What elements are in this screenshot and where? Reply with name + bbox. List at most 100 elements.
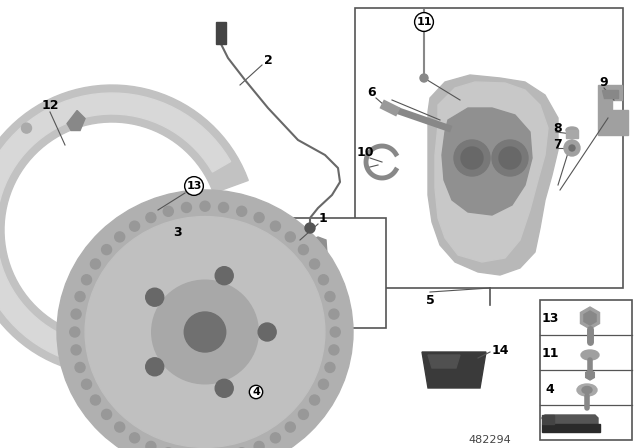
Circle shape: [115, 422, 125, 432]
Text: 11: 11: [541, 346, 559, 359]
Circle shape: [499, 147, 521, 169]
Circle shape: [71, 345, 81, 355]
Circle shape: [75, 292, 85, 302]
Ellipse shape: [581, 350, 599, 360]
Circle shape: [329, 345, 339, 355]
Circle shape: [102, 409, 111, 419]
Circle shape: [305, 223, 315, 233]
Circle shape: [237, 206, 246, 216]
Bar: [542, 424, 600, 432]
Circle shape: [90, 395, 100, 405]
Circle shape: [70, 327, 80, 337]
Circle shape: [310, 395, 319, 405]
Circle shape: [22, 123, 31, 133]
Circle shape: [71, 309, 81, 319]
Circle shape: [330, 327, 340, 337]
Polygon shape: [0, 85, 248, 375]
Circle shape: [461, 147, 483, 169]
Text: 2: 2: [264, 53, 273, 66]
Circle shape: [129, 433, 140, 443]
Circle shape: [271, 221, 280, 231]
Polygon shape: [428, 355, 460, 368]
Circle shape: [454, 140, 490, 176]
Circle shape: [325, 292, 335, 302]
Bar: [540, 300, 632, 440]
Circle shape: [61, 350, 72, 360]
Circle shape: [193, 327, 202, 337]
Text: 482294: 482294: [468, 435, 511, 445]
Text: 8: 8: [554, 121, 563, 134]
Circle shape: [569, 145, 575, 151]
Circle shape: [81, 275, 92, 285]
Circle shape: [163, 206, 173, 216]
Circle shape: [564, 140, 580, 156]
Circle shape: [115, 232, 125, 242]
Ellipse shape: [152, 280, 259, 384]
Polygon shape: [270, 232, 305, 305]
Bar: [355, 8, 623, 288]
Polygon shape: [295, 237, 328, 306]
Circle shape: [298, 409, 308, 419]
Text: 3: 3: [173, 225, 182, 238]
Circle shape: [182, 202, 191, 212]
Polygon shape: [598, 85, 628, 135]
Circle shape: [254, 441, 264, 448]
Ellipse shape: [57, 190, 353, 448]
Circle shape: [215, 267, 233, 284]
Polygon shape: [602, 90, 618, 98]
Circle shape: [129, 221, 140, 231]
Polygon shape: [542, 415, 598, 424]
Circle shape: [90, 259, 100, 269]
Circle shape: [271, 433, 280, 443]
Circle shape: [319, 379, 328, 389]
Circle shape: [218, 202, 228, 212]
Circle shape: [146, 441, 156, 448]
Polygon shape: [0, 93, 230, 367]
Circle shape: [329, 309, 339, 319]
Circle shape: [146, 358, 164, 376]
Circle shape: [81, 379, 92, 389]
Circle shape: [420, 74, 428, 82]
Text: 14: 14: [492, 344, 509, 357]
Text: 5: 5: [426, 293, 435, 306]
Text: 1: 1: [319, 211, 328, 224]
Text: 4: 4: [252, 387, 260, 397]
Circle shape: [298, 245, 308, 254]
Bar: [268, 218, 386, 328]
Circle shape: [75, 362, 85, 372]
Text: 13: 13: [186, 181, 202, 191]
Circle shape: [258, 323, 276, 341]
Polygon shape: [442, 108, 532, 215]
Circle shape: [146, 288, 164, 306]
Ellipse shape: [85, 216, 325, 448]
Bar: [216, 22, 226, 44]
Ellipse shape: [566, 127, 578, 133]
Bar: [542, 415, 554, 424]
Ellipse shape: [577, 384, 597, 396]
Circle shape: [492, 140, 528, 176]
Circle shape: [285, 232, 295, 242]
Text: 7: 7: [554, 138, 563, 151]
Text: 12: 12: [41, 99, 59, 112]
Circle shape: [285, 422, 295, 432]
Ellipse shape: [582, 387, 592, 393]
Polygon shape: [435, 82, 548, 262]
Circle shape: [200, 201, 210, 211]
Circle shape: [254, 212, 264, 223]
Ellipse shape: [184, 312, 226, 352]
Polygon shape: [67, 111, 85, 130]
Text: 4: 4: [546, 383, 554, 396]
Text: 9: 9: [600, 76, 608, 89]
Polygon shape: [422, 352, 486, 388]
Text: 11: 11: [416, 17, 432, 27]
Text: 6: 6: [368, 86, 376, 99]
Circle shape: [215, 379, 233, 397]
Polygon shape: [428, 75, 558, 275]
Circle shape: [325, 362, 335, 372]
Text: 13: 13: [541, 311, 559, 324]
Bar: [566, 130, 578, 138]
Circle shape: [146, 212, 156, 223]
Circle shape: [310, 259, 319, 269]
Circle shape: [319, 275, 328, 285]
Circle shape: [102, 245, 111, 254]
